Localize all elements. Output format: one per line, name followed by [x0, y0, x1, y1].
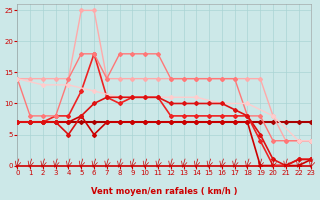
X-axis label: Vent moyen/en rafales ( km/h ): Vent moyen/en rafales ( km/h ) — [91, 187, 238, 196]
